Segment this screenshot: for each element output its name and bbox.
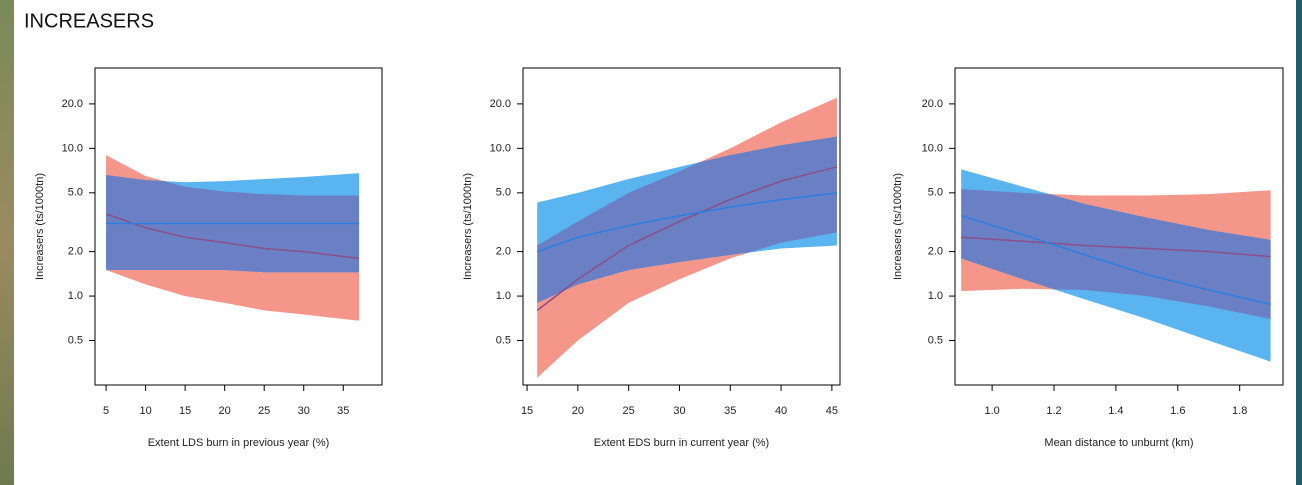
band-overlap	[537, 136, 837, 303]
fit-line	[536, 166, 838, 311]
slide-title: INCREASERS	[24, 10, 154, 32]
chart: 20.0 10.0 5.0 2.0 1.0 0.5 1.0 1.2 1.4 1.6 1.8 Mean …	[892, 67, 1284, 449]
x-tick-label: 35	[337, 405, 349, 417]
x-tick-label: 1.8	[1232, 405, 1247, 417]
x-tick-label: 15	[521, 405, 533, 417]
x-tick-label: 5	[103, 405, 109, 417]
x-tick-label: 35	[724, 405, 736, 417]
y-axis-label: Increasers (ts/1000tn)	[462, 173, 474, 280]
y-tick-label: 1.0	[68, 290, 83, 302]
side-image	[0, 0, 14, 485]
fit-line	[105, 213, 360, 260]
x-tick-label: 30	[673, 405, 685, 417]
x-axis-label: Extent LDS burn in previous year (%)	[148, 437, 330, 449]
band-overlap	[106, 173, 360, 273]
x-axis-label: Extent EDS burn in current year (%)	[594, 437, 769, 449]
y-tick-label: 0.5	[68, 334, 83, 346]
y-tick-label: 20.0	[922, 98, 943, 110]
fit-line	[961, 236, 1271, 258]
y-tick-label: 2.0	[496, 246, 511, 258]
x-tick-label: 40	[775, 405, 787, 417]
y-axis-label: Increasers (ts/1000tn)	[892, 173, 904, 280]
x-tick-label: 1.4	[1108, 405, 1123, 417]
y-tick-label: 0.5	[496, 334, 511, 346]
y-tick-label: 10.0	[922, 142, 943, 154]
y-tick-label: 2.0	[928, 246, 943, 258]
x-axis-label: Mean distance to unburnt (km)	[1044, 437, 1193, 449]
y-tick-label: 0.5	[928, 334, 943, 346]
x-tick-label: 20	[572, 405, 584, 417]
x-tick-label: 25	[623, 405, 635, 417]
y-tick-label: 5.0	[496, 187, 511, 199]
y-tick-label: 2.0	[68, 246, 83, 258]
x-tick-label: 15	[179, 405, 191, 417]
plot-frame	[94, 67, 383, 386]
fit-line	[960, 214, 1271, 306]
side-stripe	[1296, 0, 1302, 485]
x-tick-label: 1.6	[1170, 405, 1185, 417]
y-tick-label: 5.0	[68, 187, 83, 199]
x-tick-label: 30	[298, 405, 310, 417]
y-tick-label: 1.0	[496, 290, 511, 302]
chart: 20.0 10.0 5.0 2.0 1.0 0.5 15 20 25 30 35 40 45 Extent…	[462, 67, 841, 449]
x-tick-label: 1.2	[1046, 405, 1061, 417]
x-tick-label: 25	[258, 405, 270, 417]
y-tick-label: 10.0	[490, 142, 511, 154]
x-tick-label: 45	[826, 405, 838, 417]
x-tick-label: 1.0	[984, 405, 999, 417]
plot-frame	[522, 67, 841, 386]
y-tick-label: 20.0	[62, 98, 83, 110]
y-tick-label: 20.0	[490, 98, 511, 110]
y-tick-label: 5.0	[928, 187, 943, 199]
x-tick-label: 10	[139, 405, 151, 417]
chart: 20.0 10.0 5.0 2.0 1.0 0.5 5 10 15 20 25 30 35 Extent …	[34, 67, 383, 449]
plot-frame	[954, 67, 1284, 386]
y-tick-label: 1.0	[928, 290, 943, 302]
y-tick-label: 10.0	[62, 142, 83, 154]
x-tick-label: 20	[219, 405, 231, 417]
y-axis-label: Increasers (ts/1000tn)	[34, 173, 46, 280]
fit-line	[536, 192, 838, 253]
